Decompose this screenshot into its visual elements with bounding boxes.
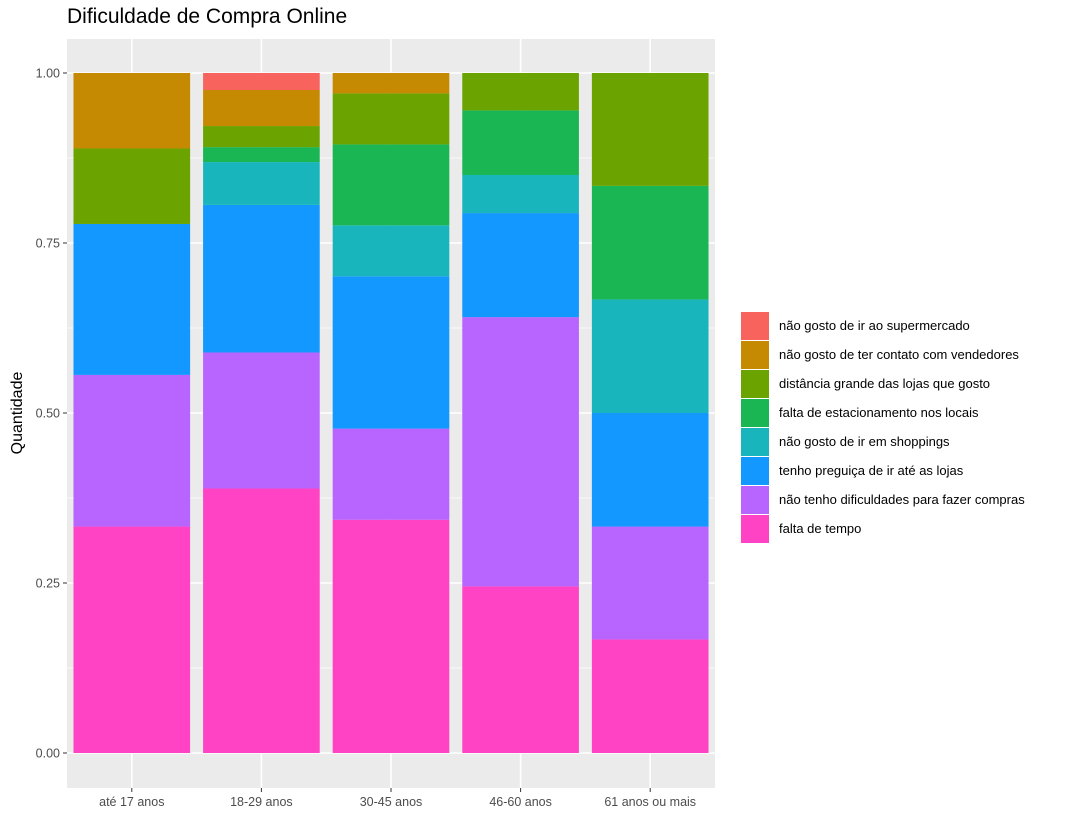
legend-label: tenho preguiça de ir até as lojas [779,463,964,478]
bar-segment [332,276,450,429]
legend-label: não gosto de ir ao supermercado [779,318,970,333]
legend-item: não gosto de ir em shoppings [741,427,1025,456]
bar-segment [462,175,579,214]
bar-segment [332,428,450,520]
bar-segment [203,73,320,90]
bar-segment [591,73,709,186]
legend-item: distância grande das lojas que gosto [741,369,1025,398]
bar-segment [591,526,709,640]
bar-segment [462,586,579,753]
legend: não gosto de ir ao supermercado não gosto… [741,311,1025,543]
legend-key [741,427,769,456]
bar-segment [203,126,320,148]
legend-item: não tenho dificuldades para fazer compra… [741,485,1025,514]
y-tick-label: 1.00 [36,67,60,81]
bar-segment [591,185,709,300]
bar-segment [203,147,320,163]
legend-item: falta de estacionamento nos locais [741,398,1025,427]
x-tick-label: 61 anos ou mais [604,795,696,809]
bar-segment [462,213,579,318]
bar-segment [73,526,191,753]
bar-segment [591,639,709,753]
chart-title: Dificuldade de Compra Online [67,5,348,28]
x-tick-label: 18-29 anos [230,795,293,809]
bar-segment [332,73,450,94]
y-tick-label: 0.50 [36,407,60,421]
legend-key [741,311,769,340]
legend-key [741,456,769,485]
legend-label: distância grande das lojas que gosto [779,376,991,391]
bar-segment [73,148,191,224]
legend-label: não tenho dificuldades para fazer compra… [779,492,1025,507]
legend-item: não gosto de ter contato com vendedores [741,340,1025,369]
bar-segment [332,93,450,145]
bar-segments [73,73,709,753]
bar-segment [332,225,450,277]
legend-key [741,514,769,543]
bar-segment [73,223,191,375]
legend-label: não gosto de ter contato com vendedores [779,347,1019,362]
legend-key [741,369,769,398]
y-tick-label: 0.75 [36,237,60,251]
x-tick-label: até 17 anos [99,795,164,809]
bar-segment [203,352,320,489]
bar-segment [462,73,579,111]
bar-segment [203,204,320,353]
bar-segment [462,110,579,175]
x-axis-ticks: até 17 anos 18-29 anos 30-45 anos 46-60 ano… [99,788,696,809]
y-tick-label: 0.00 [36,747,60,761]
legend-item: tenho preguiça de ir até as lojas [741,456,1025,485]
y-axis-ticks: 0.00 0.25 0.50 0.75 1.00 [36,67,67,761]
legend-label: falta de estacionamento nos locais [779,405,979,420]
legend-item: falta de tempo [741,514,1025,543]
legend-item: não gosto de ir ao supermercado [741,311,1025,340]
bar-segment [203,162,320,205]
y-axis-title: Quantidade [9,372,26,455]
bar-segment [591,299,709,413]
bar-segment [332,144,450,226]
y-tick-label: 0.25 [36,577,60,591]
legend-label: falta de tempo [779,521,862,536]
legend-label: não gosto de ir em shoppings [779,434,950,449]
legend-key [741,485,769,514]
bar-segment [203,90,320,127]
bar-segment [73,374,191,527]
x-tick-label: 46-60 anos [489,795,552,809]
x-tick-label: 30-45 anos [360,795,423,809]
bar-segment [203,488,320,753]
bar-segment [73,73,191,149]
bar-segment [332,519,450,753]
legend-key [741,398,769,427]
legend-key [741,340,769,369]
bar-segment [462,317,579,587]
bar-segment [591,413,709,527]
